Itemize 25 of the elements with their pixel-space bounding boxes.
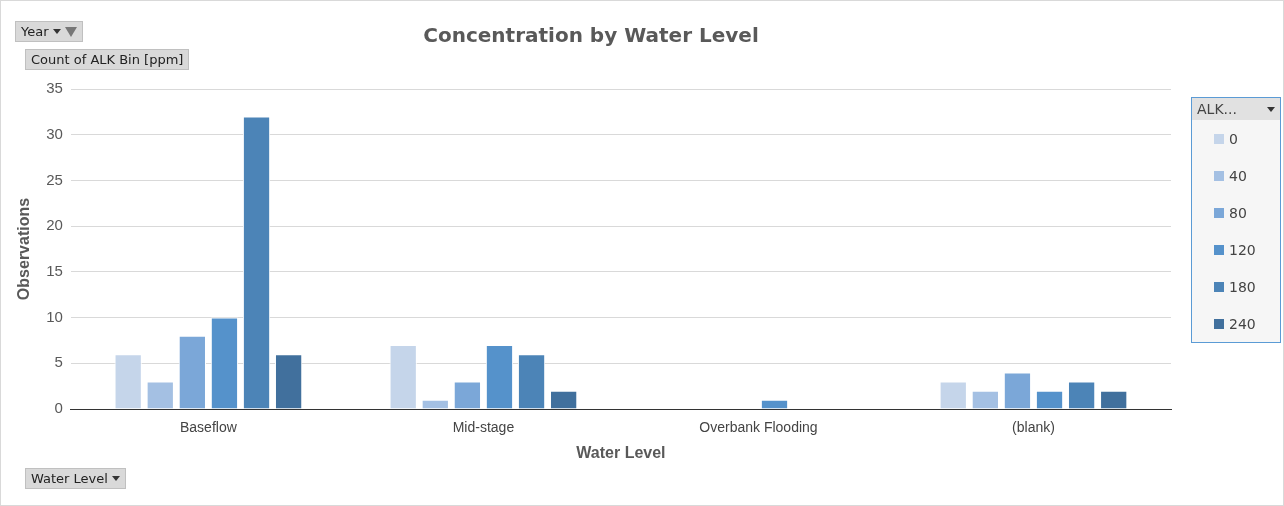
y-tick-label: 30 bbox=[46, 124, 63, 142]
legend-label: 180 bbox=[1229, 278, 1256, 295]
x-tick-label: Baseflow bbox=[179, 419, 238, 436]
chart-title: Concentration by Water Level bbox=[423, 23, 759, 48]
legend-title: ALK... bbox=[1197, 101, 1237, 117]
y-axis-title: Observations bbox=[15, 197, 33, 301]
text: Water Level bbox=[31, 471, 108, 486]
y-tick-label: 25 bbox=[46, 170, 63, 188]
x-tick-label: Overbank Flooding bbox=[699, 419, 818, 436]
y-tick-label: 0 bbox=[54, 399, 63, 417]
x-tick-label: (blank) bbox=[1012, 419, 1055, 436]
x-tick-label: Mid-stage bbox=[452, 419, 515, 436]
y-tick-label: 20 bbox=[46, 216, 63, 234]
y-tick-label: 10 bbox=[46, 307, 63, 325]
text: Year bbox=[21, 24, 49, 39]
x-axis-title: Water Level bbox=[576, 443, 666, 461]
legend-label: 40 bbox=[1229, 167, 1247, 184]
legend-label: 120 bbox=[1229, 241, 1256, 258]
y-tick-label: 35 bbox=[46, 79, 63, 97]
y-tick-label: 15 bbox=[46, 262, 63, 279]
legend-label: 0 bbox=[1229, 130, 1238, 147]
text: Count of ALK Bin [ppm] bbox=[31, 52, 184, 67]
y-tick-label: 5 bbox=[54, 353, 63, 371]
legend-label: 240 bbox=[1229, 315, 1256, 332]
legend-label: 80 bbox=[1229, 204, 1247, 221]
